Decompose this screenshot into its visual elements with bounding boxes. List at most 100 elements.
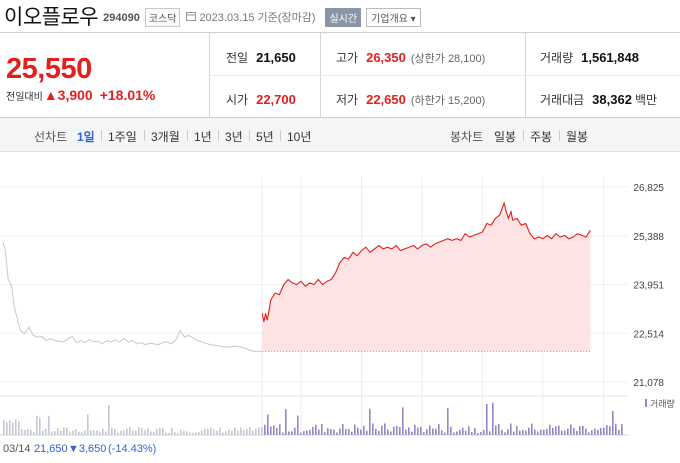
open-label: 시가 <box>226 93 249 107</box>
volume-bar <box>573 428 575 435</box>
volume-bar <box>423 432 425 435</box>
calendar-icon <box>186 8 197 26</box>
volume-bar <box>111 427 113 435</box>
volume-bar <box>36 415 38 435</box>
period-10y[interactable]: 10년 <box>287 130 312 144</box>
volume-bar <box>459 429 461 435</box>
volume-bar <box>153 432 155 435</box>
candle-daily[interactable]: 일봉 <box>494 130 517 144</box>
low-label: 저가 <box>336 93 359 107</box>
volume-bar <box>381 425 383 435</box>
volume-bar <box>507 429 509 435</box>
volume-bar <box>324 432 326 435</box>
volume-bar <box>288 431 290 435</box>
candle-monthly[interactable]: 월봉 <box>566 130 589 144</box>
period-3y[interactable]: 3년 <box>225 130 243 144</box>
today-price-line <box>261 201 591 323</box>
period-5y[interactable]: 5년 <box>256 130 274 144</box>
divider <box>187 130 188 141</box>
period-1y[interactable]: 1년 <box>194 130 212 144</box>
volume-bar <box>576 430 578 435</box>
volume-bar <box>138 427 140 435</box>
volume-bar <box>465 430 467 435</box>
volume-bar <box>540 429 542 435</box>
prev-close-label: 전일 <box>226 51 249 65</box>
volume-bar <box>603 427 605 435</box>
divider <box>280 130 281 141</box>
volume-bar <box>561 430 563 435</box>
volume-bar <box>363 425 365 435</box>
volume-bar <box>213 429 215 435</box>
volume-bar <box>525 430 527 435</box>
volume-bar <box>60 430 62 435</box>
divider <box>523 130 524 141</box>
volume-bar <box>294 427 296 435</box>
y-tick-label: 22,514 <box>633 329 664 340</box>
volume-bar <box>9 420 11 435</box>
volume-bar <box>159 427 161 435</box>
volume-bar <box>177 432 179 435</box>
volume-bar <box>333 429 335 435</box>
candle-chart-label[interactable]: 봉차트 <box>450 130 484 144</box>
volume-bar <box>618 429 620 435</box>
volume-bar <box>210 427 212 435</box>
volume-bar <box>42 430 44 435</box>
volume-bar <box>15 419 17 435</box>
volume-bar <box>453 432 455 435</box>
volume-bar <box>6 422 8 435</box>
y-tick-label: 25,388 <box>633 232 664 243</box>
volume-bar <box>417 427 419 435</box>
volume-bar <box>600 428 602 435</box>
period-1w[interactable]: 1주일 <box>108 130 137 144</box>
volume-bar <box>489 431 491 435</box>
volume-bar <box>429 425 431 435</box>
trade-value: 38,362 <box>592 92 632 107</box>
volume-bar <box>291 431 293 435</box>
volume-bar <box>366 430 368 435</box>
volume-bar <box>492 402 494 435</box>
volume-bar <box>546 428 548 435</box>
volume-bar <box>57 428 59 435</box>
volume-bar <box>477 432 479 435</box>
period-1d[interactable]: 1일 <box>77 130 95 144</box>
volume-bar <box>279 424 281 435</box>
lower-limit: (하한가 15,200) <box>410 95 486 107</box>
chart-period-toolbar: 선차트 1일 1주일 3개월 1년 3년 5년 10년 봉차트 일봉 주봉 월봉 <box>0 118 680 152</box>
volume-bar <box>318 429 320 435</box>
volume-bar <box>30 429 32 435</box>
period-3m[interactable]: 3개월 <box>151 130 180 144</box>
volume-bar <box>240 427 242 435</box>
volume-bar <box>513 431 515 435</box>
high-cell: 고가 26,350 (상한가 28,100) <box>336 49 485 66</box>
divider <box>218 130 219 141</box>
volume-bar <box>414 424 416 435</box>
company-info-button[interactable]: 기업개요 ▾ <box>366 7 421 27</box>
volume-bar <box>567 428 569 435</box>
realtime-button[interactable]: 실시간 <box>325 7 362 27</box>
volume-bar <box>252 430 254 435</box>
stock-code: 294090 <box>103 11 140 24</box>
volume-bar <box>99 431 101 435</box>
prev-day-summary: 03/14 21,650 ▼3,650 (-14.43%) <box>0 439 680 463</box>
volume-bar <box>342 423 344 435</box>
trade-value-cell: 거래대금 38,362 백만 <box>540 91 657 108</box>
volume-bar <box>315 424 317 435</box>
volume-bar <box>312 427 314 435</box>
volume-bar <box>285 409 287 435</box>
line-chart-label[interactable]: 선차트 <box>34 130 68 144</box>
volume-bar <box>405 429 407 435</box>
trade-value-unit: 백만 <box>634 93 658 107</box>
volume-bar <box>84 430 86 435</box>
volume-bar <box>105 431 107 435</box>
volume-bar <box>189 432 191 435</box>
volume-bar <box>306 430 308 435</box>
candle-weekly[interactable]: 주봉 <box>530 130 553 144</box>
volume-bar <box>171 428 173 435</box>
volume-bar <box>129 427 131 435</box>
volume-bar <box>348 429 350 435</box>
volume-bar <box>498 423 500 435</box>
volume-bar <box>228 429 230 435</box>
volume-bar <box>63 427 65 435</box>
volume-bar <box>597 429 599 435</box>
